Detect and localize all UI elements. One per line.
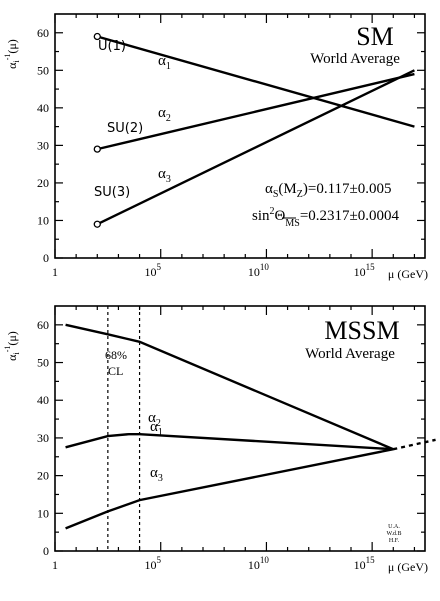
sm-y-axis-label: αi-1(μ): [3, 39, 21, 69]
sm-ytick-label: 60: [37, 26, 49, 40]
mssm-y-axis-label: αi-1(μ): [3, 331, 21, 361]
mssm-ytick-label: 20: [37, 469, 49, 483]
mssm-alpha-1-label: α1: [150, 419, 163, 438]
sm-ytick-label: 10: [37, 213, 49, 227]
sm-ytick-label: 0: [43, 251, 49, 265]
mssm-ytick-label: 40: [37, 393, 49, 407]
sm-title: SM: [356, 22, 394, 51]
mssm-series-1-line: [65, 323, 394, 451]
mssm-title: MSSM: [324, 316, 399, 345]
sm-alpha-1-label: α1: [158, 53, 171, 72]
mssm-xtick-label: 1015: [354, 555, 376, 572]
sm-ytick-label: 50: [37, 63, 49, 77]
mssm-ytick-label: 0: [43, 544, 49, 558]
sm-subtitle: World Average: [310, 51, 400, 67]
mssm-xtick-label: 1010: [248, 555, 270, 572]
sm-xtick-label: 1010: [248, 262, 270, 279]
mssm-xtick-label: 105: [144, 555, 161, 572]
mssm-series-3-line: [65, 448, 394, 530]
mssm-subtitle: World Average: [305, 346, 395, 362]
mssm-ytick-label: 50: [37, 356, 49, 370]
sm-marker: [93, 220, 101, 228]
sm-sin2-annotation: sin2ΘMS=0.2317±0.0004: [252, 206, 400, 229]
mssm-alpha-2-label: α2: [148, 410, 161, 429]
mssm-cl-label: CL: [108, 364, 123, 378]
sm-plot-frame: [54, 13, 426, 259]
sm-alpha-s-annotation: αS(MZ)=0.117±0.005: [265, 181, 392, 200]
sm-series-1-line: [96, 35, 415, 128]
mssm-series-2-line: [65, 432, 394, 451]
mssm-author-stamp-line: H.F.: [389, 538, 400, 544]
sm-ytick-label: 40: [37, 101, 49, 115]
sm-ytick-label: 30: [37, 138, 49, 152]
sm-series-3-line: [96, 69, 415, 226]
sm-series-2-line: [97, 72, 415, 151]
mssm-alpha-3-label: α3: [150, 465, 163, 484]
sm-alpha-2-label: α2: [158, 105, 171, 124]
sm-xtick-label: 1015: [354, 262, 376, 279]
mssm-ytick-label: 10: [37, 506, 49, 520]
mssm-author-stamp-line: U.A.: [388, 524, 400, 530]
mssm-xtick-label: 1: [52, 558, 58, 572]
mssm-author-stamp-line: W.d.B: [386, 531, 401, 537]
mssm-ytick-label: 30: [37, 431, 49, 445]
sm-u1-label: U(1): [98, 39, 126, 54]
mssm-cl-percent-label: 68%: [105, 348, 127, 362]
mssm-ytick-label: 60: [37, 318, 49, 332]
sm-su3-label: SU(3): [94, 185, 130, 200]
sm-ytick-label: 20: [37, 176, 49, 190]
sm-alpha-3-label: α3: [158, 166, 171, 185]
mssm-x-axis-label: μ (GeV): [388, 560, 428, 574]
sm-xtick-label: 105: [144, 262, 161, 279]
sm-xtick-label: 1: [52, 265, 58, 279]
sm-x-axis-label: μ (GeV): [388, 267, 428, 281]
sm-marker: [93, 32, 101, 41]
mssm-plot-frame: [54, 305, 426, 552]
sm-su2-label: SU(2): [107, 121, 143, 136]
sm-marker: [93, 145, 101, 153]
mssm-extrapolation-line: [393, 438, 436, 451]
